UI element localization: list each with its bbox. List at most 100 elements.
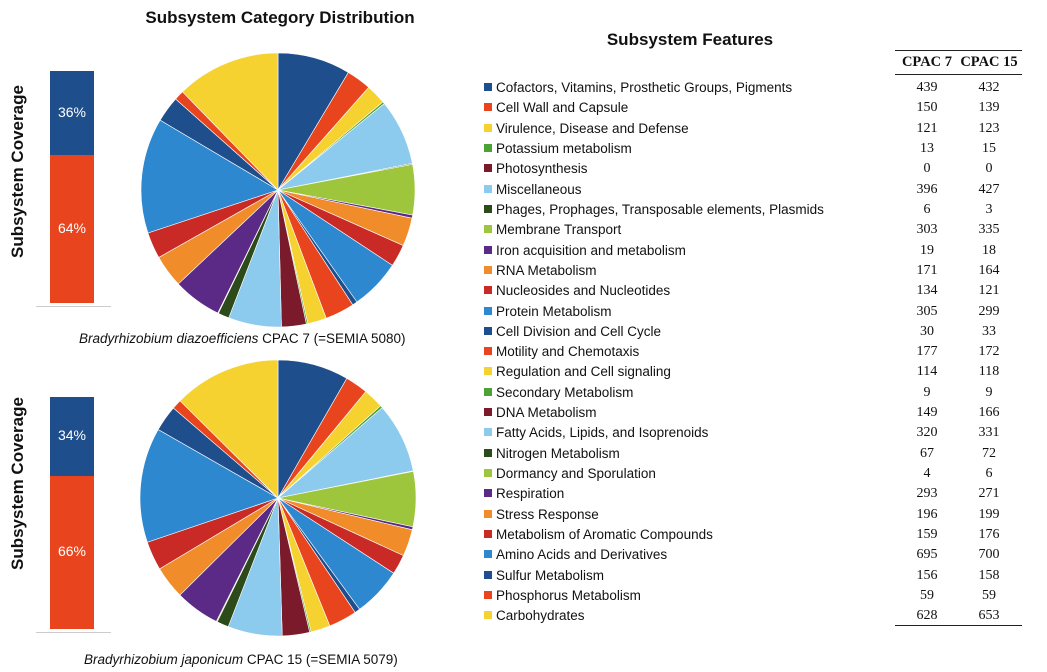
cpac15-value: 9 [985, 384, 993, 400]
cpac7-value: 121 [916, 120, 938, 136]
cpac15-value: 118 [978, 364, 1000, 380]
legend-swatch [484, 306, 492, 315]
cpac15-value: 15 [982, 140, 996, 156]
legend-label: Cofactors, Vitamins, Prosthetic Groups, … [496, 80, 793, 95]
legend-item: Fatty Acids, Lipids, and Isoprenoids [484, 423, 708, 443]
cpac7-value: 305 [916, 303, 938, 319]
legend-swatch [484, 530, 492, 539]
legend-label: Photosynthesis [496, 161, 588, 177]
legend-item: Motility and Chemotaxis [484, 342, 639, 362]
cpac7-value: 156 [916, 567, 938, 583]
legend-item: Potassium metabolism [484, 139, 632, 159]
legend-label: Secondary Metabolism [496, 384, 634, 400]
legend-label: Phosphorus Metabolism [496, 588, 641, 603]
table-bottom-rule [895, 625, 1022, 626]
legend-label: Nucleosides and Nucleotides [496, 283, 671, 299]
legend-label: Stress Response [496, 506, 599, 522]
cpac7-value: 59 [920, 588, 934, 603]
cpac15-value: 158 [978, 567, 1000, 583]
cpac7-value: 149 [916, 405, 938, 421]
legend-swatch [484, 103, 492, 112]
cpac7-value: 159 [916, 527, 938, 543]
legend-swatch [484, 184, 492, 193]
legend-swatch [484, 469, 492, 478]
legend-swatch [484, 164, 492, 173]
legend-item: Photosynthesis [484, 159, 588, 179]
legend-item: Nitrogen Metabolism [484, 444, 620, 464]
legend-label: Dormancy and Sporulation [496, 466, 656, 482]
cpac15-value: 166 [978, 405, 1000, 421]
cpac7-value: 293 [916, 486, 938, 502]
cpac7-value: 4 [923, 466, 931, 482]
cpac7-value: 19 [920, 242, 934, 258]
legend-swatch [484, 550, 492, 559]
legend-label: Amino Acids and Derivatives [496, 547, 668, 563]
coverage-bar-top: 36% 64% [50, 71, 94, 303]
cpac7-value: 396 [916, 181, 938, 197]
legend-label: Miscellaneous [496, 181, 582, 197]
legend-item: Metabolism of Aromatic Compounds [484, 525, 713, 545]
legend-label: DNA Metabolism [496, 405, 597, 421]
table-top-rule [895, 50, 1022, 51]
caption-bottom-species: Bradyrhizobium japonicum [84, 652, 244, 667]
bar-baseline [36, 632, 111, 633]
cpac15-value: 176 [978, 527, 1000, 543]
legend-item: Virulence, Disease and Defense [484, 119, 689, 139]
caption-bottom-strain: CPAC 15 (=SEMIA 5079) [243, 652, 398, 667]
cpac7-value: 150 [916, 100, 938, 116]
legend-swatch [484, 143, 492, 152]
caption-top-strain: CPAC 7 (=SEMIA 5080) [258, 331, 406, 346]
legend-label: Metabolism of Aromatic Compounds [496, 527, 713, 543]
cpac7-value: 628 [916, 608, 938, 624]
legend-label: Protein Metabolism [496, 303, 612, 319]
legend-item: Miscellaneous [484, 180, 582, 200]
legend-item: Sulfur Metabolism [484, 566, 604, 586]
cpac7-value: 67 [920, 445, 934, 461]
cpac15-value: 18 [982, 242, 996, 258]
pie-slice [182, 52, 279, 191]
legend-swatch [484, 245, 492, 254]
legend-label: Iron acquisition and metabolism [496, 242, 686, 258]
legend-label: Phages, Prophages, Transposable elements… [496, 201, 824, 217]
cpac7-value: 171 [916, 262, 938, 278]
column-header-cpac7: CPAC 7 [901, 54, 953, 70]
legend-item: Cell Division and Cell Cycle [484, 322, 661, 342]
legend-item: Amino Acids and Derivatives [484, 545, 667, 565]
legend-item: Regulation and Cell signaling [484, 362, 671, 382]
coverage-out-segment [50, 475, 94, 629]
legend-item: Membrane Transport [484, 220, 621, 240]
legend-swatch [484, 123, 492, 132]
legend-item: Stress Response [484, 505, 599, 525]
legend-swatch [484, 591, 492, 599]
cpac7-value: 695 [916, 547, 938, 563]
cpac15-value: 172 [978, 344, 1000, 360]
cpac7-value: 196 [916, 506, 938, 522]
features-title: Subsystem Features [606, 30, 774, 49]
cpac15-value: 331 [978, 425, 1000, 441]
legend-item: Protein Metabolism [484, 302, 612, 322]
legend-label: Potassium metabolism [496, 140, 632, 156]
legend-item: Respiration [484, 484, 564, 504]
cpac15-value: 0 [985, 161, 993, 177]
legend-item: DNA Metabolism [484, 403, 597, 423]
legend-swatch [484, 408, 492, 417]
legend-swatch [484, 265, 492, 274]
legend-swatch [484, 611, 492, 620]
legend-label: Membrane Transport [496, 222, 622, 238]
cpac15-value: 427 [978, 181, 1000, 197]
legend-swatch [484, 428, 492, 437]
cpac15-value: 299 [978, 303, 1000, 319]
coverage-out-segment [50, 154, 94, 303]
coverage-bar-bottom: 34% 66% [50, 397, 94, 629]
legend-label: Carbohydrates [496, 608, 585, 624]
cpac15-value: 6 [985, 466, 993, 482]
legend-label: Respiration [496, 486, 565, 502]
cpac7-value: 320 [916, 425, 938, 441]
cpac15-value: 3 [985, 201, 993, 217]
caption-top-species: Bradyrhizobium diazoefficiens [79, 331, 259, 346]
cpac7-value: 13 [920, 140, 934, 156]
legend-label: Virulence, Disease and Defense [496, 120, 689, 136]
distribution-title: Subsystem Category Distribution [145, 8, 415, 27]
legend-item: Carbohydrates [484, 606, 585, 626]
